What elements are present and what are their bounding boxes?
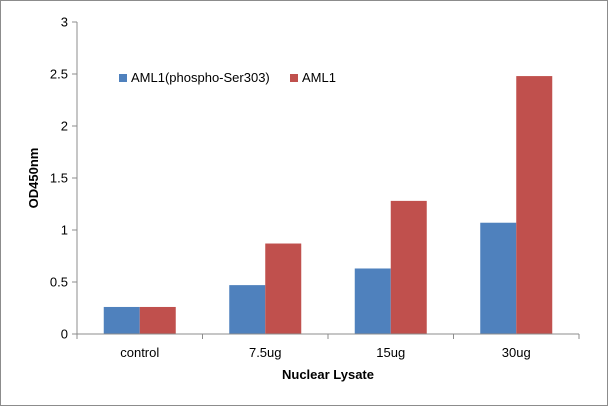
bar-aml1-15ug xyxy=(390,200,427,334)
y-tick-label: 3 xyxy=(61,15,68,30)
x-tick-label: 7.5ug xyxy=(249,345,282,360)
bar-aml1-7.5ug xyxy=(265,243,302,334)
y-tick-label: 0.5 xyxy=(50,275,68,290)
bar-aml1-30ug xyxy=(516,76,553,334)
legend-label: AML1 xyxy=(302,70,336,85)
y-axis-title: OD450nm xyxy=(26,148,41,209)
y-axis-ticks: 0 0.5 1 1.5 2 2.5 3 xyxy=(50,15,77,342)
bar-aml1-phospho-ser303-15ug xyxy=(354,268,391,334)
legend: AML1(phospho-Ser303) AML1 xyxy=(119,70,336,85)
y-tick-label: 2.5 xyxy=(50,67,68,82)
y-tick-label: 1.5 xyxy=(50,171,68,186)
x-axis-ticks: control 7.5ug 15ug 30ug xyxy=(76,334,580,360)
bar-aml1-phospho-ser303-7.5ug xyxy=(229,285,266,334)
bar-aml1-control xyxy=(139,306,176,334)
bar-aml1-phospho-ser303-control xyxy=(103,306,140,334)
legend-label: AML1(phospho-Ser303) xyxy=(131,70,270,85)
legend-swatch xyxy=(119,74,127,82)
bars xyxy=(103,76,553,334)
x-tick-label: 15ug xyxy=(376,345,405,360)
y-tick-label: 0 xyxy=(61,327,68,342)
y-tick-label: 2 xyxy=(61,119,68,134)
x-tick-label: 30ug xyxy=(502,345,531,360)
x-axis-title: Nuclear Lysate xyxy=(282,367,374,382)
x-tick-label: control xyxy=(120,345,159,360)
bar-aml1-phospho-ser303-30ug xyxy=(480,222,517,334)
y-tick-label: 1 xyxy=(61,223,68,238)
legend-swatch xyxy=(290,74,298,82)
